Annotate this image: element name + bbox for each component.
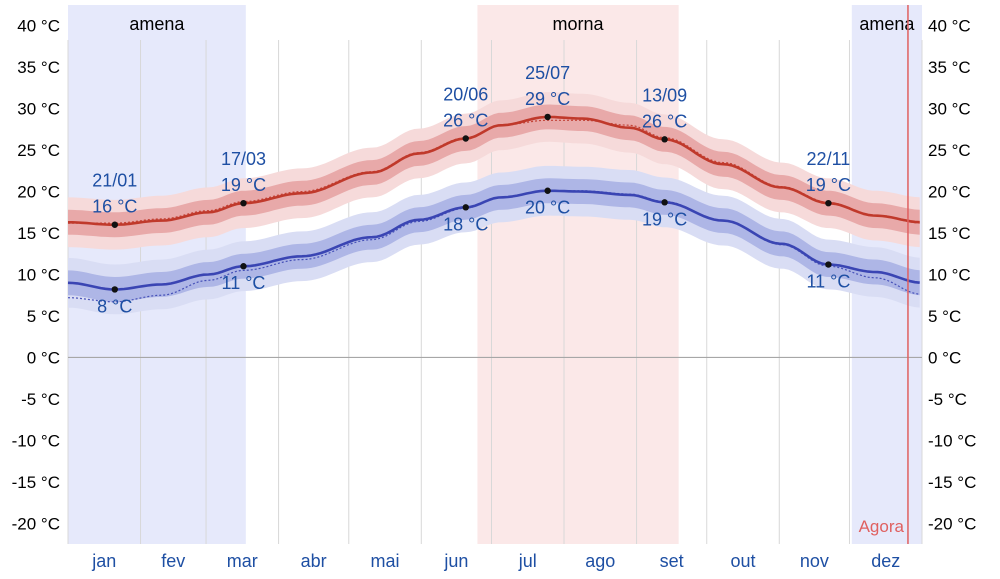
series-line	[68, 115, 920, 226]
y-tick-label-left: -20 °C	[12, 514, 60, 533]
month-label: dez	[871, 551, 900, 571]
y-tick-label-left: 20 °C	[17, 183, 60, 202]
temperature-lines	[67, 115, 920, 303]
inner-band	[68, 104, 920, 238]
outer-band	[68, 92, 920, 250]
data-point	[111, 221, 118, 228]
y-tick-label-left: -5 °C	[21, 390, 60, 409]
y-tick-label-right: 5 °C	[928, 307, 961, 326]
reference-line	[67, 190, 920, 303]
y-tick-label-left: 35 °C	[17, 58, 60, 77]
data-point	[661, 199, 668, 206]
y-tick-label-left: -15 °C	[12, 473, 60, 492]
y-tick-label-left: 5 °C	[27, 307, 60, 326]
month-label: jun	[443, 551, 468, 571]
season-label: morna	[553, 14, 605, 34]
value-label: 11 °C	[222, 273, 266, 293]
month-label: set	[660, 551, 684, 571]
month-label: mai	[371, 551, 400, 571]
y-tick-label-left: 0 °C	[27, 348, 60, 367]
season-label: amena	[859, 14, 915, 34]
y-tick-label-right: 20 °C	[928, 183, 971, 202]
month-label: fev	[161, 551, 185, 571]
season-bands: amena morna amena	[68, 5, 922, 544]
data-point	[240, 199, 247, 207]
value-label: 11 °C	[806, 272, 850, 292]
data-point	[544, 187, 551, 194]
month-label: out	[730, 551, 755, 571]
date-label: 13/09	[642, 85, 687, 105]
y-tick-label-left: 40 °C	[17, 17, 60, 36]
y-tick-label-right: 25 °C	[928, 141, 971, 160]
value-label: 20 °C	[525, 198, 570, 218]
month-label: ago	[585, 551, 615, 571]
outer-band	[68, 165, 920, 315]
y-tick-label-right: -10 °C	[928, 431, 976, 450]
y-tick-label-right: 15 °C	[928, 224, 971, 243]
season-label: amena	[129, 14, 185, 34]
temperature-bands	[68, 92, 920, 315]
y-tick-label-right: 35 °C	[928, 58, 971, 77]
data-point	[825, 261, 832, 268]
data-point	[544, 113, 551, 121]
y-tick-label-left: -10 °C	[12, 431, 60, 450]
month-label: abr	[301, 551, 327, 571]
series-line	[67, 189, 920, 291]
data-point	[462, 135, 469, 142]
data-point	[661, 136, 668, 143]
value-label: 29 °C	[525, 89, 570, 109]
y-tick-label-right: -20 °C	[928, 514, 976, 533]
y-tick-label-left: 15 °C	[17, 224, 60, 243]
y-tick-label-left: 25 °C	[17, 141, 60, 160]
y-tick-label-right: 0 °C	[928, 348, 961, 367]
y-tick-label-right: 30 °C	[928, 100, 971, 119]
month-label: jul	[518, 551, 537, 571]
date-label: 21/01	[92, 171, 137, 191]
now-label: Agora	[859, 517, 905, 536]
y-tick-label-right: 40 °C	[928, 17, 971, 36]
data-point	[240, 263, 247, 270]
data-point	[825, 199, 832, 207]
month-label: jan	[91, 551, 116, 571]
value-label: 26 °C	[443, 111, 488, 131]
now-marker: Agora	[859, 5, 909, 544]
y-tick-label-right: 10 °C	[928, 266, 971, 285]
date-label: 25/07	[525, 63, 570, 83]
axes: 40 °C 40 °C 35 °C 35 °C 30 °C 30 °C 25 °C 25 °C…	[12, 17, 977, 571]
y-tick-label-left: 30 °C	[17, 100, 60, 119]
y-tick-label-right: -15 °C	[928, 473, 976, 492]
y-tick-label-right: -5 °C	[928, 390, 967, 409]
y-tick-label-left: 10 °C	[17, 266, 60, 285]
date-label: 17/03	[221, 149, 266, 169]
value-label: 16 °C	[92, 197, 137, 217]
value-label: 19 °C	[806, 175, 851, 195]
date-label: 22/11	[807, 149, 851, 169]
value-label: 19 °C	[221, 175, 266, 195]
annotations: 21/01 16 °C 17/03 19 °C 20/06 26 °C 25/07 29 °C…	[92, 63, 851, 316]
inner-band	[68, 178, 920, 302]
month-label: nov	[800, 551, 829, 571]
value-label: 26 °C	[642, 111, 687, 131]
value-label: 8 °C	[97, 296, 132, 316]
value-label: 18 °C	[443, 214, 488, 234]
value-label: 19 °C	[642, 209, 687, 229]
date-label: 20/06	[443, 85, 488, 105]
data-point	[462, 204, 469, 211]
month-label: mar	[227, 551, 258, 571]
data-point	[111, 286, 118, 293]
